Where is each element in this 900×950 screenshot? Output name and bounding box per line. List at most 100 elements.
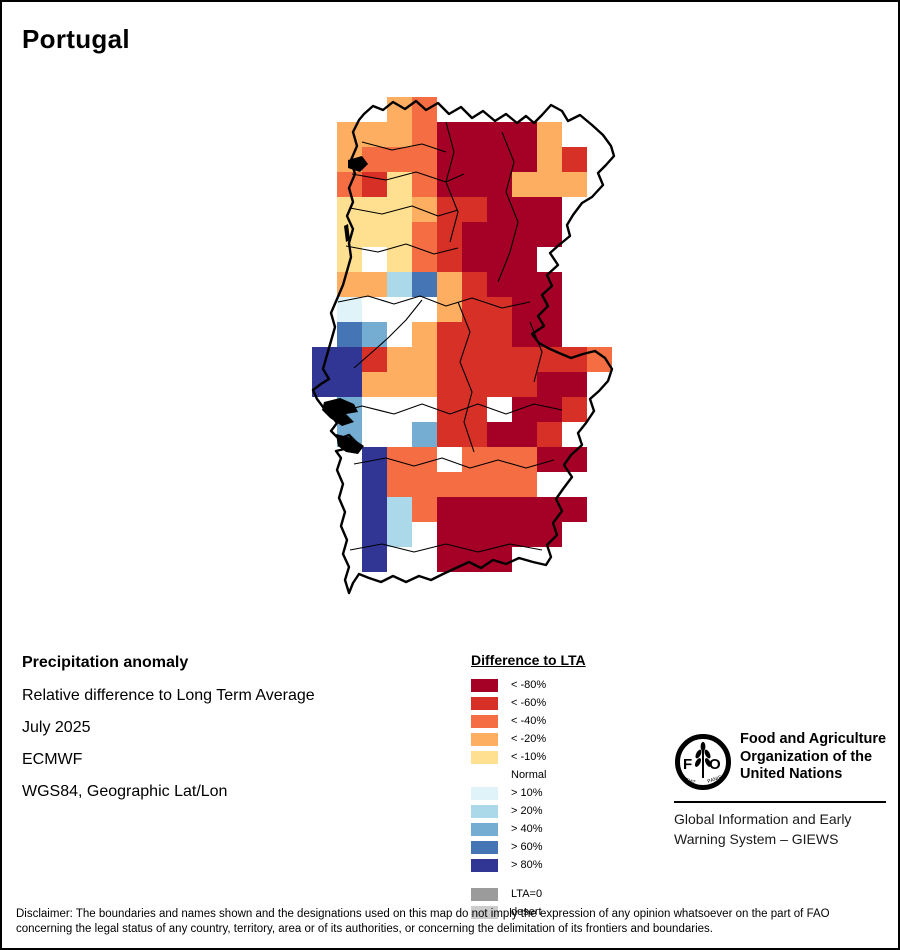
info-heading: Precipitation anomaly: [22, 654, 189, 671]
fao-org-line: Food and Agriculture: [740, 731, 887, 747]
raster-cell: [387, 97, 412, 122]
legend-swatch: [471, 858, 498, 872]
legend-row: > 10%: [471, 784, 586, 802]
raster-cell: [537, 497, 562, 522]
raster-cell: [562, 147, 587, 172]
legend-label: LTA=0: [511, 888, 543, 900]
raster-cell: [512, 147, 537, 172]
raster-cell: [412, 247, 437, 272]
raster-cell: [387, 347, 412, 372]
raster-cell: [487, 222, 512, 247]
raster-cell: [537, 447, 562, 472]
legend-swatch: [471, 804, 498, 818]
raster-cell: [362, 397, 387, 422]
legend-swatch: [471, 678, 498, 692]
legend-row: Normal: [471, 766, 586, 784]
raster-cell: [362, 322, 387, 347]
legend-label: < -10%: [511, 751, 547, 763]
raster-cell: [462, 172, 487, 197]
raster-cell: [362, 497, 387, 522]
raster-cell: [537, 372, 562, 397]
raster-cell: [462, 497, 487, 522]
raster-cell: [362, 297, 387, 322]
fao-block: F O FIAT PANIS Food and Agriculture Organ…: [674, 728, 890, 852]
raster-cell: [512, 347, 537, 372]
raster-cell: [362, 547, 387, 572]
fao-logo: F O FIAT PANIS: [675, 734, 731, 790]
raster-cell: [487, 197, 512, 222]
raster-cell: [462, 347, 487, 372]
giews-name: Global Information and Early Warning Syst…: [674, 810, 851, 849]
raster-cell: [437, 172, 462, 197]
raster-cell: [512, 447, 537, 472]
raster-cell: [412, 122, 437, 147]
raster-cell: [437, 347, 462, 372]
raster-cell: [337, 372, 362, 397]
raster-cell: [512, 522, 537, 547]
legend-swatch: [471, 840, 498, 854]
raster-cell: [437, 372, 462, 397]
raster-cell: [512, 272, 537, 297]
raster-cell: [412, 272, 437, 297]
raster-cell: [437, 272, 462, 297]
fao-motto-fiat: FIAT: [684, 777, 696, 786]
raster-cell: [537, 322, 562, 347]
legend-row: LTA=0: [471, 885, 586, 903]
raster-cell: [462, 197, 487, 222]
raster-cell: [462, 522, 487, 547]
info-lines: Relative difference to Long Term Average…: [22, 687, 315, 801]
raster-cell: [412, 497, 437, 522]
raster-cell: [412, 522, 437, 547]
legend-title: Difference to LTA: [471, 652, 586, 668]
raster-cell: [487, 347, 512, 372]
raster-cell: [462, 322, 487, 347]
raster-cell: [487, 297, 512, 322]
raster-cell: [537, 347, 562, 372]
map-info-block: Precipitation anomaly Relative differenc…: [22, 654, 315, 815]
raster-cell: [337, 122, 362, 147]
raster-cell: [387, 497, 412, 522]
raster-cell: [437, 497, 462, 522]
raster-cell: [387, 447, 412, 472]
legend-label: < -20%: [511, 733, 547, 745]
raster-cell: [487, 497, 512, 522]
legend-row: < -10%: [471, 748, 586, 766]
legend-swatch: [471, 887, 498, 901]
raster-cell: [537, 222, 562, 247]
raster-cell: [562, 372, 587, 397]
raster-cell: [462, 547, 487, 572]
raster-cell: [537, 147, 562, 172]
raster-cell: [537, 272, 562, 297]
fao-divider: [674, 801, 886, 803]
raster-cell: [337, 272, 362, 297]
raster-cell: [537, 472, 562, 497]
raster-cell: [362, 372, 387, 397]
raster-cell: [537, 197, 562, 222]
raster-cell: [562, 497, 587, 522]
raster-cell: [462, 147, 487, 172]
legend-swatch: [471, 750, 498, 764]
wheat-icon: [694, 741, 712, 778]
legend-label: > 40%: [511, 823, 543, 835]
raster-cell: [387, 522, 412, 547]
raster-cell: [387, 247, 412, 272]
giews-line: Global Information and Early: [674, 811, 852, 827]
info-line: Relative difference to Long Term Average: [22, 687, 315, 704]
raster-cell: [537, 297, 562, 322]
raster-cell: [337, 197, 362, 222]
raster-cell: [437, 472, 462, 497]
legend-row: > 80%: [471, 856, 586, 874]
raster-cell: [362, 147, 387, 172]
legend-label: > 20%: [511, 805, 543, 817]
raster-cell: [362, 172, 387, 197]
raster-cell: [362, 447, 387, 472]
raster-cell: [362, 197, 387, 222]
legend-label: < -80%: [511, 679, 547, 691]
legend-row: > 60%: [471, 838, 586, 856]
raster-cell: [437, 422, 462, 447]
legend-label: < -60%: [511, 697, 547, 709]
legend-swatch: [471, 768, 498, 782]
raster-cell: [412, 97, 437, 122]
raster-cell: [387, 172, 412, 197]
